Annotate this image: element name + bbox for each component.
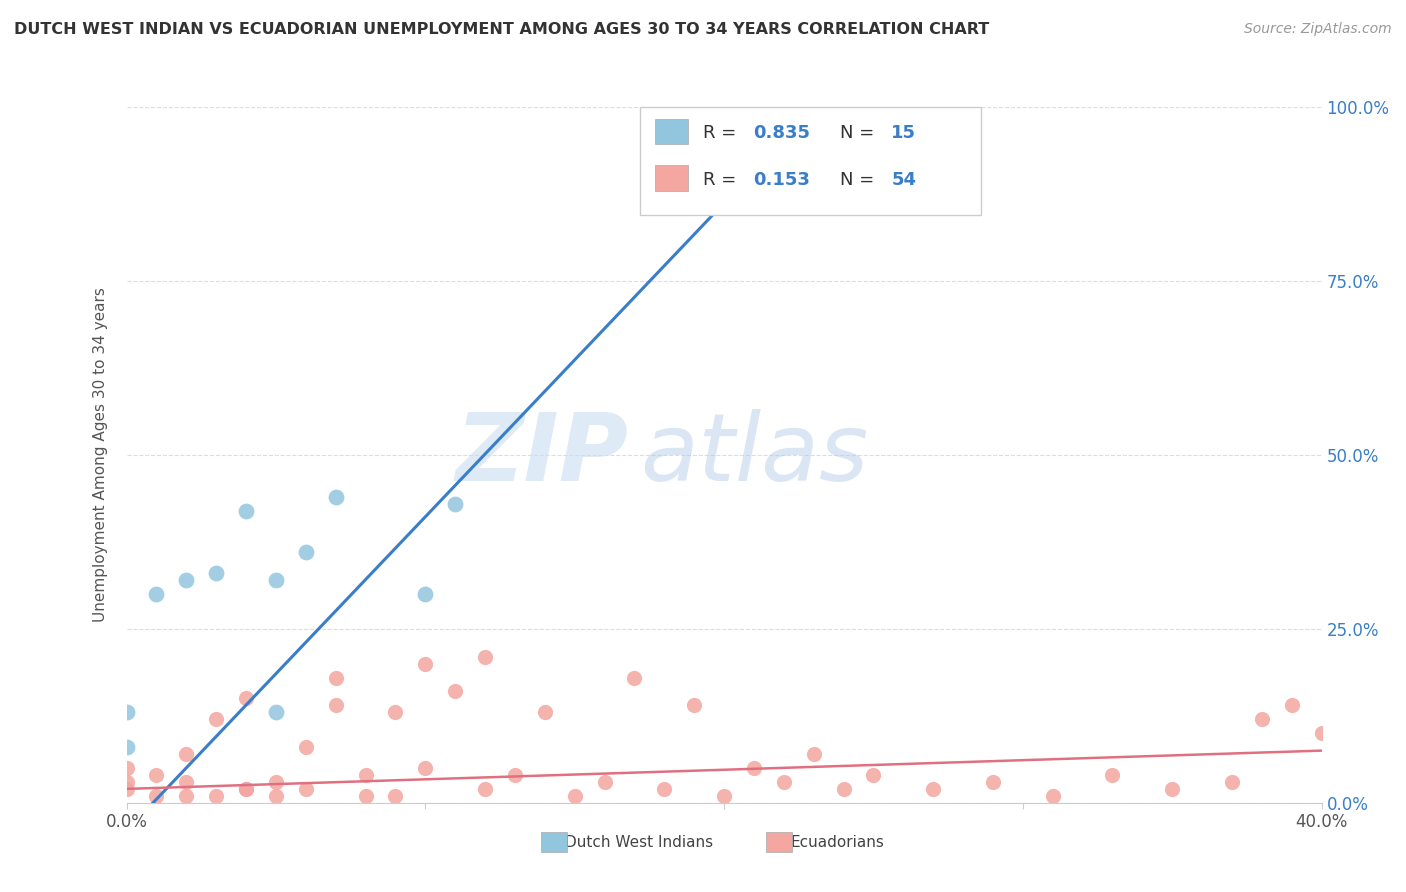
Point xyxy=(205,712,228,726)
Point xyxy=(503,768,526,782)
Text: Ecuadorians: Ecuadorians xyxy=(790,835,884,849)
Point xyxy=(415,761,437,775)
Point xyxy=(1281,698,1303,713)
Point xyxy=(115,761,138,775)
Text: DUTCH WEST INDIAN VS ECUADORIAN UNEMPLOYMENT AMONG AGES 30 TO 34 YEARS CORRELATI: DUTCH WEST INDIAN VS ECUADORIAN UNEMPLOY… xyxy=(14,22,990,37)
Point xyxy=(922,781,945,796)
Point xyxy=(264,573,287,587)
FancyBboxPatch shape xyxy=(640,107,981,215)
Point xyxy=(474,649,496,664)
Text: ZIP: ZIP xyxy=(456,409,628,501)
Point xyxy=(205,789,228,803)
Text: Dutch West Indians: Dutch West Indians xyxy=(565,835,713,849)
Point xyxy=(773,135,796,149)
Point xyxy=(115,775,138,789)
Point xyxy=(444,497,467,511)
Text: Source: ZipAtlas.com: Source: ZipAtlas.com xyxy=(1244,22,1392,37)
Point xyxy=(474,781,496,796)
Point xyxy=(384,706,406,720)
Point xyxy=(444,684,467,698)
Point xyxy=(713,789,735,803)
Text: N =: N = xyxy=(839,125,880,143)
Bar xyxy=(655,119,689,144)
Text: 0.835: 0.835 xyxy=(752,125,810,143)
Point xyxy=(235,691,257,706)
Point xyxy=(205,566,228,581)
Y-axis label: Unemployment Among Ages 30 to 34 years: Unemployment Among Ages 30 to 34 years xyxy=(93,287,108,623)
Point xyxy=(683,698,706,713)
Point xyxy=(115,706,138,720)
Point xyxy=(115,740,138,755)
Point xyxy=(235,503,257,517)
Point xyxy=(235,781,257,796)
Point xyxy=(742,761,765,775)
Point xyxy=(1310,726,1333,740)
Point xyxy=(354,789,377,803)
Point xyxy=(1251,712,1274,726)
Point xyxy=(862,768,884,782)
Point xyxy=(593,775,616,789)
Point xyxy=(174,747,197,761)
Point xyxy=(264,775,287,789)
Point xyxy=(1220,775,1243,789)
Text: R =: R = xyxy=(703,125,741,143)
Point xyxy=(623,671,645,685)
Point xyxy=(325,671,347,685)
Point xyxy=(174,789,197,803)
Text: 54: 54 xyxy=(891,171,917,189)
Point xyxy=(264,789,287,803)
Point xyxy=(534,706,557,720)
Point xyxy=(564,789,586,803)
Point xyxy=(1161,781,1184,796)
Point xyxy=(773,775,796,789)
Point xyxy=(145,587,167,601)
Point xyxy=(264,706,287,720)
Point xyxy=(325,698,347,713)
Point xyxy=(384,789,406,803)
Point xyxy=(1042,789,1064,803)
Text: R =: R = xyxy=(703,171,741,189)
Point xyxy=(145,768,167,782)
Text: N =: N = xyxy=(839,171,880,189)
Point xyxy=(803,747,825,761)
Point xyxy=(325,490,347,504)
Text: 0.153: 0.153 xyxy=(752,171,810,189)
Point xyxy=(1101,768,1123,782)
Point xyxy=(354,768,377,782)
Text: 15: 15 xyxy=(891,125,917,143)
Point xyxy=(235,781,257,796)
Text: atlas: atlas xyxy=(640,409,869,500)
Bar xyxy=(655,166,689,191)
Point xyxy=(415,657,437,671)
Point xyxy=(294,781,316,796)
Point xyxy=(652,781,675,796)
Point xyxy=(294,545,316,559)
Point xyxy=(294,740,316,755)
Point xyxy=(832,781,855,796)
Point xyxy=(981,775,1004,789)
Point xyxy=(145,789,167,803)
Point xyxy=(174,573,197,587)
Point xyxy=(415,587,437,601)
Point xyxy=(115,781,138,796)
Point xyxy=(174,775,197,789)
